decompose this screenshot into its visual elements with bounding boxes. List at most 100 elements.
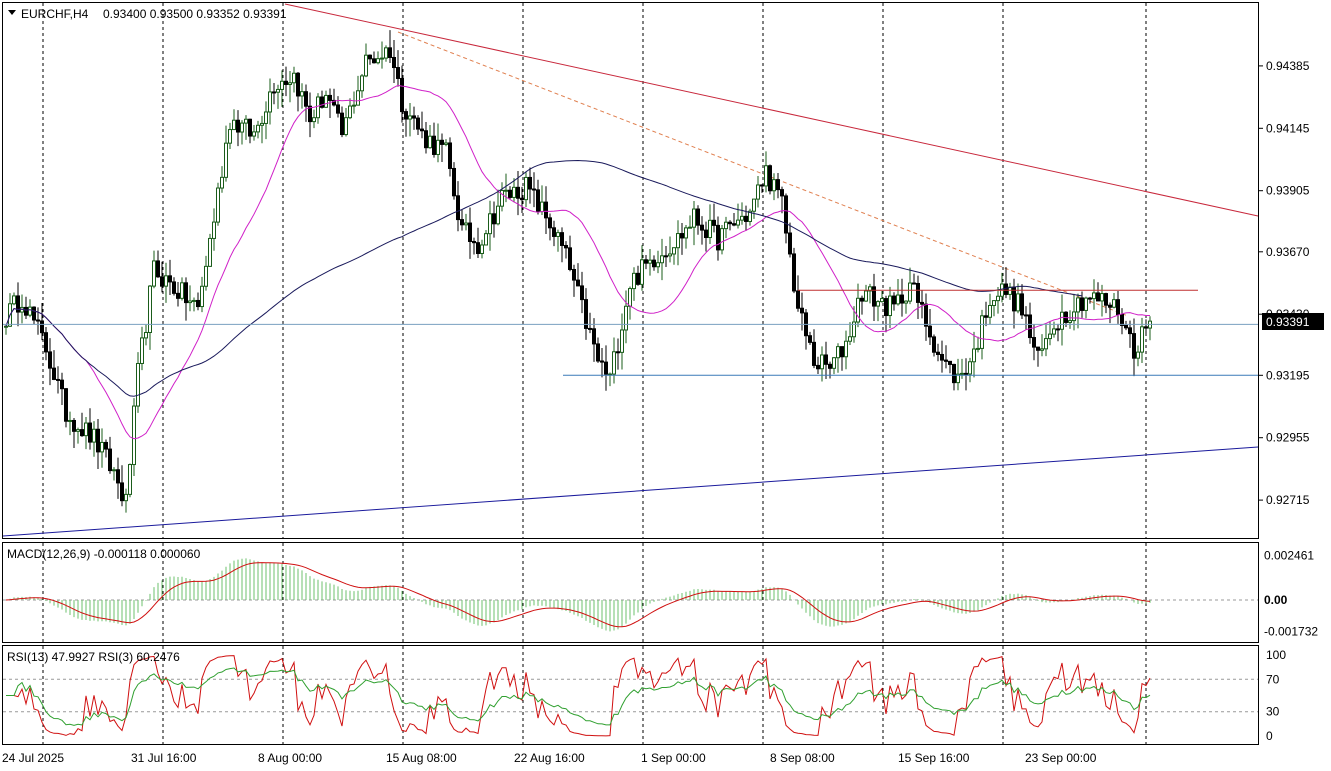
candle-body <box>936 351 940 355</box>
candle-body <box>364 54 368 77</box>
candle-body <box>324 94 328 108</box>
candle <box>744 205 748 231</box>
candle-body <box>676 233 680 249</box>
candle-body <box>436 139 440 155</box>
candle-body <box>360 75 364 92</box>
candle <box>192 297 196 312</box>
candle-body <box>732 223 736 226</box>
candle-body <box>532 188 536 191</box>
candle-body <box>876 301 880 307</box>
candle <box>176 282 180 307</box>
candle-body <box>52 367 56 380</box>
candle-body <box>600 360 604 363</box>
candle <box>740 202 744 225</box>
candle-body <box>580 285 584 301</box>
candle-body <box>828 363 832 369</box>
candle <box>968 357 972 383</box>
candle <box>836 343 840 373</box>
candle <box>440 133 444 163</box>
candle <box>1140 317 1144 363</box>
candle-body <box>528 176 532 190</box>
candle <box>812 329 816 369</box>
rsi-pane[interactable] <box>2 645 1259 745</box>
candle-body <box>700 224 704 231</box>
candle-body <box>708 219 712 239</box>
candle <box>660 238 664 281</box>
candle <box>460 210 464 231</box>
candle-body <box>520 197 524 201</box>
candle <box>32 306 36 325</box>
candle <box>384 45 388 62</box>
candle <box>124 488 128 513</box>
candle-body <box>1144 326 1148 329</box>
candle-body <box>1096 292 1100 302</box>
candle <box>916 275 920 320</box>
candle <box>332 88 336 107</box>
candle <box>288 71 292 103</box>
candle <box>728 220 732 231</box>
candle-body <box>276 88 280 93</box>
candle <box>900 278 904 317</box>
candle-body <box>104 441 108 450</box>
upper-trendline <box>284 3 1259 217</box>
candle-body <box>388 47 392 58</box>
candle-body <box>408 115 412 120</box>
main-pane[interactable] <box>2 2 1259 539</box>
candle <box>1028 302 1032 344</box>
candle-body <box>84 422 88 437</box>
candle-body <box>932 336 936 353</box>
candle <box>568 235 572 272</box>
candle <box>108 436 112 474</box>
candle <box>360 74 364 98</box>
candle-body <box>1004 283 1008 295</box>
candle-body <box>272 91 276 94</box>
candle-body <box>76 429 80 432</box>
candle-body <box>208 237 212 267</box>
candle <box>1032 324 1036 361</box>
candle-body <box>688 226 692 229</box>
candle <box>592 318 596 362</box>
candle-body <box>820 354 824 370</box>
candle-body <box>512 186 516 198</box>
candle-body <box>620 329 624 353</box>
price-tick-label: 0.94145 <box>1266 121 1310 135</box>
candle-body <box>868 286 872 292</box>
candle <box>912 273 916 285</box>
candle <box>144 324 148 346</box>
candle <box>372 51 376 64</box>
candle <box>1084 296 1088 319</box>
candle-body <box>268 91 272 113</box>
candle <box>228 122 232 150</box>
candle <box>156 250 160 278</box>
candle <box>392 40 396 83</box>
candle-body <box>124 493 128 502</box>
candle <box>328 88 332 118</box>
candle-body <box>332 99 336 106</box>
candle-body <box>244 118 248 124</box>
candle-body <box>596 343 600 362</box>
candle <box>104 439 108 458</box>
candle <box>884 295 888 333</box>
candle-body <box>572 268 576 281</box>
candle <box>632 267 636 301</box>
candle <box>492 201 496 238</box>
candle <box>152 250 156 289</box>
collapse-triangle-icon[interactable] <box>8 10 16 15</box>
candle <box>780 186 784 214</box>
candle <box>776 173 780 199</box>
candle <box>56 366 60 394</box>
candle-body <box>16 295 20 313</box>
candle <box>816 356 820 374</box>
candle-body <box>1104 293 1108 306</box>
candle <box>448 137 452 177</box>
candle <box>948 360 952 374</box>
candle-body <box>904 300 908 304</box>
candle-body <box>1100 293 1104 302</box>
candle-body <box>544 201 548 219</box>
candle <box>716 216 720 261</box>
ma-fast-line <box>5 84 1150 440</box>
candle-body <box>292 72 296 84</box>
macd-pane[interactable] <box>2 542 1259 643</box>
candle <box>304 84 308 122</box>
